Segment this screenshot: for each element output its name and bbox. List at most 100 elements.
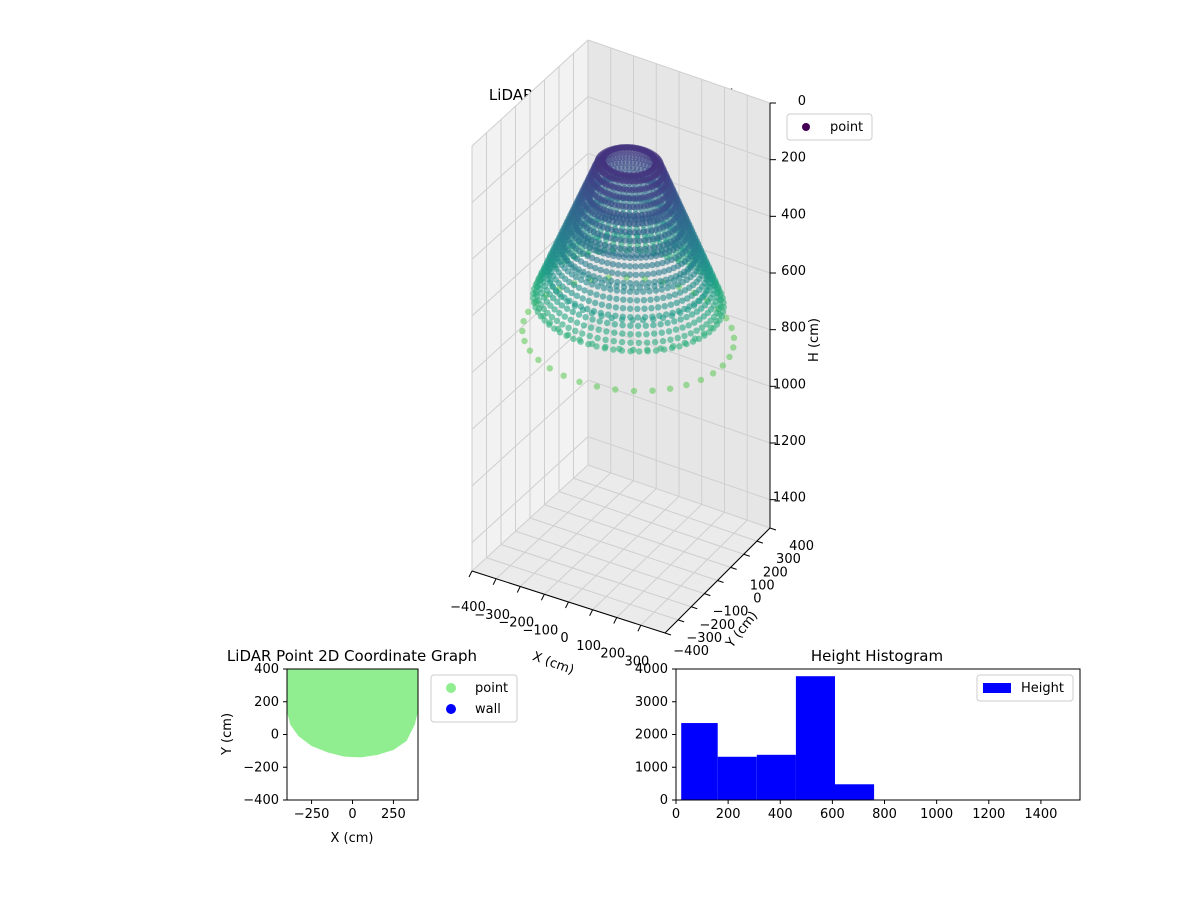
y-tick-label-2d: 0 xyxy=(271,728,279,743)
z-tick-label-3d: 0 xyxy=(798,94,806,109)
point-marker-3d xyxy=(611,321,618,328)
point-marker-3d xyxy=(726,353,733,361)
grid-back-z xyxy=(587,266,771,331)
point-marker-3d xyxy=(611,244,618,251)
point-marker-3d xyxy=(649,261,656,269)
x-axis-label-3d: X (cm) xyxy=(530,649,576,678)
legend-3d-marker xyxy=(802,123,810,131)
y-tick-label-2d: −200 xyxy=(243,760,279,775)
y-tick-mark-3d xyxy=(730,566,737,570)
point-marker-3d xyxy=(652,347,660,354)
x-tick-mark-3d xyxy=(468,570,473,578)
point-marker-3d xyxy=(687,330,694,337)
point-marker-3d xyxy=(633,288,640,296)
point-marker-3d xyxy=(607,208,614,216)
grid-left-z xyxy=(471,96,589,204)
point-marker-3d xyxy=(644,271,651,278)
point-marker-3d xyxy=(684,295,691,302)
point-marker-3d xyxy=(641,237,648,244)
point-marker-3d xyxy=(677,316,684,323)
point-marker-3d xyxy=(639,280,646,287)
point-marker-3d xyxy=(669,309,676,317)
point-marker-3d xyxy=(643,339,651,346)
point-marker-3d xyxy=(609,192,617,199)
y-tick-label-3d: 300 xyxy=(776,552,801,567)
point-marker-3d xyxy=(600,250,607,257)
point-marker-3d xyxy=(599,293,607,300)
point-marker-3d xyxy=(646,245,654,252)
point-marker-3d xyxy=(665,328,673,335)
point-marker-3d xyxy=(706,329,713,336)
y-tick-mark-3d xyxy=(756,540,764,544)
point-marker-3d xyxy=(587,324,595,331)
point-marker-3d xyxy=(581,287,588,294)
point-marker-3d xyxy=(609,261,617,268)
point-marker-3d xyxy=(597,309,604,317)
point-marker-3d xyxy=(626,271,634,278)
point-marker-3d xyxy=(659,337,667,345)
point-marker-3d xyxy=(643,262,651,269)
point-marker-3d xyxy=(590,308,598,315)
grid-left-z xyxy=(471,152,589,260)
chart-3d: LiDAR Point 3D Coordinate Graph −400−300… xyxy=(450,39,873,678)
point-marker-3d xyxy=(613,170,620,177)
point-marker-3d xyxy=(626,229,633,236)
point-marker-3d xyxy=(585,297,592,304)
point-marker-3d xyxy=(554,298,561,305)
histogram-bar xyxy=(681,723,718,800)
point-marker-3d xyxy=(611,329,618,336)
grid-back-z xyxy=(587,436,771,501)
point-marker-3d xyxy=(652,252,660,259)
point-marker-3d xyxy=(661,303,668,310)
point-marker-3d xyxy=(632,263,639,270)
point-marker-3d xyxy=(575,284,583,291)
point-marker-3d xyxy=(631,246,639,253)
histogram-title: Height Histogram xyxy=(811,647,943,665)
point-marker-3d xyxy=(637,254,644,261)
point-marker-3d xyxy=(642,254,650,261)
point-marker-3d xyxy=(598,258,606,265)
point-marker-3d xyxy=(630,387,638,395)
point-marker-3d xyxy=(573,292,581,299)
point-marker-3d xyxy=(635,331,642,338)
point-marker-3d xyxy=(683,381,690,389)
y-tick-label-3d: −100 xyxy=(713,605,749,620)
point-marker-3d xyxy=(627,322,634,329)
point-marker-3d xyxy=(701,332,708,339)
point-marker-3d xyxy=(619,313,626,320)
point-marker-3d xyxy=(627,348,634,355)
point-marker-3d xyxy=(679,324,686,331)
point-marker-3d xyxy=(605,251,612,258)
3d-panes xyxy=(472,40,770,633)
x-tick-label-2d: −250 xyxy=(294,807,330,822)
x-tick-label-3d: 300 xyxy=(624,654,649,669)
legend-histogram-frame xyxy=(976,674,1074,702)
point-marker-3d xyxy=(650,270,657,277)
point-marker-3d xyxy=(586,332,593,340)
point-marker-3d xyxy=(641,305,648,312)
point-marker-3d xyxy=(597,266,604,274)
point-marker-3d xyxy=(608,269,616,276)
point-marker-3d xyxy=(612,386,619,393)
point-marker-3d xyxy=(614,270,622,277)
point-marker-3d xyxy=(634,305,641,313)
z-tick-label-3d: 600 xyxy=(781,264,806,279)
x-tick-mark-3d xyxy=(613,617,618,624)
point-marker-3d xyxy=(666,293,673,300)
point-marker-3d xyxy=(658,286,665,293)
point-marker-3d xyxy=(662,276,670,283)
point-marker-3d xyxy=(588,254,596,262)
x-tick-label-3d: −200 xyxy=(498,616,534,631)
point-marker-3d xyxy=(636,237,643,244)
point-marker-3d xyxy=(674,334,681,342)
point-marker-3d xyxy=(608,277,615,285)
point-marker-3d xyxy=(665,266,673,273)
point-marker-3d xyxy=(619,330,626,337)
point-marker-3d xyxy=(659,259,666,267)
point-marker-3d xyxy=(595,326,602,333)
point-marker-3d xyxy=(632,271,640,279)
point-marker-3d xyxy=(596,318,603,325)
point-marker-3d xyxy=(595,248,602,255)
point-marker-3d xyxy=(604,311,612,318)
